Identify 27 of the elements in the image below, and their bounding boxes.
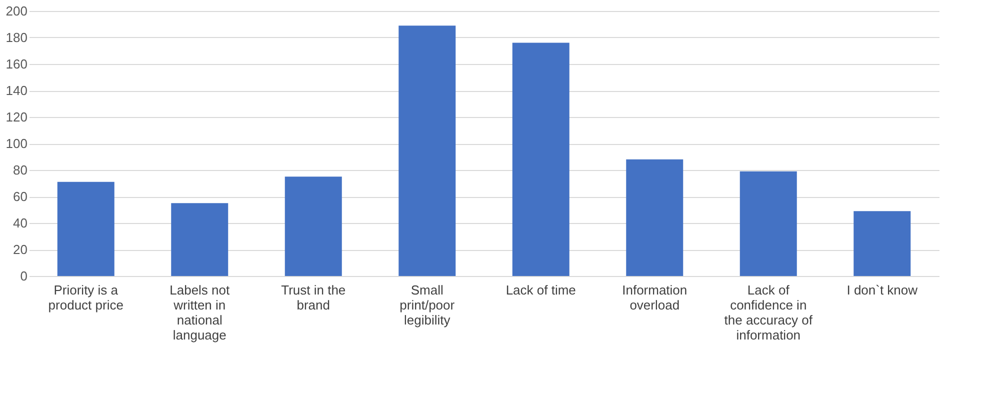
x-tick-label: Trust in the brand <box>281 282 346 312</box>
x-tick-label: Lack of confidence in the accuracy of information <box>724 282 813 342</box>
y-tick-label: 80 <box>13 162 28 178</box>
x-tick-label: Labels not written in national language <box>170 282 230 342</box>
bar <box>171 203 228 276</box>
bar <box>512 42 570 276</box>
bar <box>626 159 684 276</box>
y-tick-label: 120 <box>6 110 28 124</box>
y-tick-label: 100 <box>6 136 28 151</box>
bar <box>284 176 342 276</box>
bar <box>398 26 456 276</box>
x-tick-label: Lack of time <box>506 282 576 298</box>
bar <box>57 182 114 276</box>
bar <box>854 211 911 276</box>
y-tick-label: 0 <box>20 268 28 284</box>
bar <box>740 171 797 276</box>
y-tick-label: 60 <box>13 189 28 204</box>
x-tick-label: I don`t know <box>846 282 918 298</box>
x-tick-label: Small print/poor legibility <box>400 282 456 328</box>
y-tick-label: 140 <box>6 83 28 98</box>
y-tick-label: 200 <box>6 4 28 18</box>
y-tick-label: 20 <box>13 242 28 257</box>
y-tick-label: 180 <box>6 30 28 45</box>
y-tick-label: 40 <box>13 216 28 230</box>
y-tick-label: 160 <box>6 56 28 72</box>
x-tick-label: Priority is a product price <box>48 282 124 312</box>
x-tick-label: Information overload <box>622 282 688 312</box>
